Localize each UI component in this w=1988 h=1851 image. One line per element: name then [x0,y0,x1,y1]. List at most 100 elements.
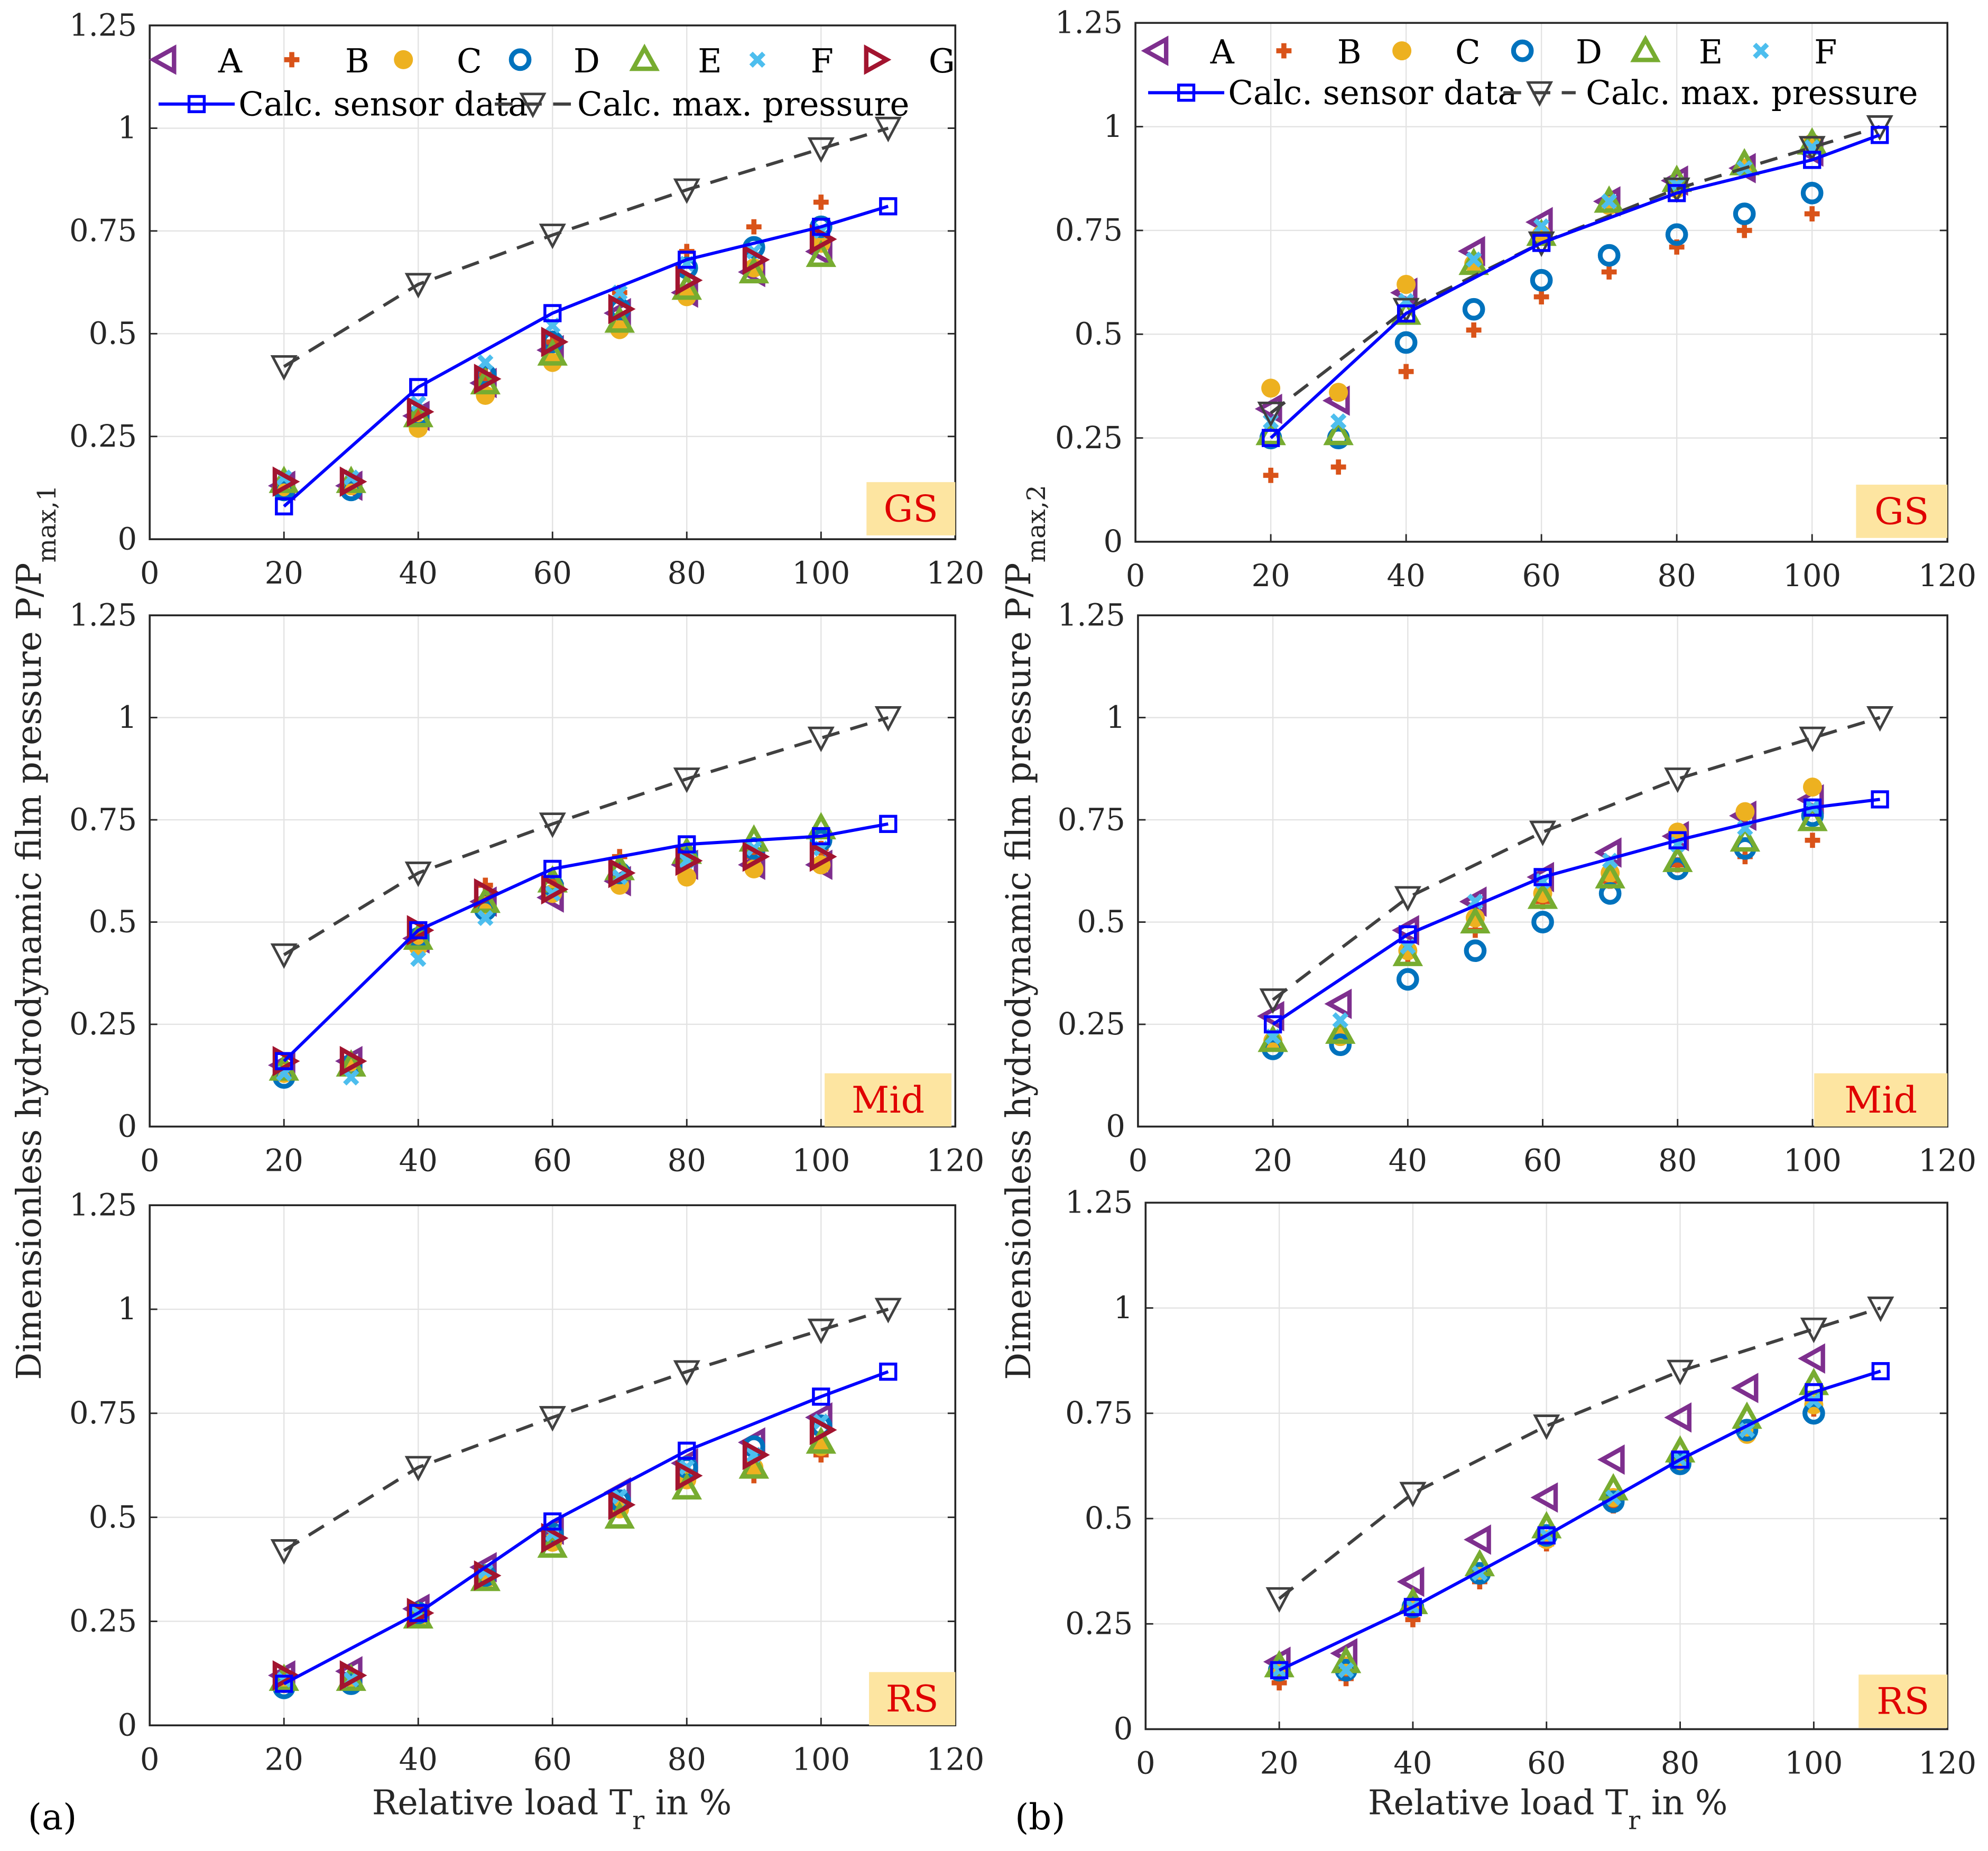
sensor-point [678,251,696,269]
point-A [1664,1402,1692,1433]
sensor-line [283,205,889,508]
series-B [1263,206,1820,483]
point-G [406,1597,434,1628]
x-axis-label-main: Relative load T [1368,1783,1628,1822]
sensor-line [283,822,889,1062]
x-tick-label: 60 [533,556,572,591]
x-tick-label: 40 [1386,558,1425,594]
series-G [272,841,837,1077]
region-tag: RS [886,1678,939,1720]
max-pressure-point [1799,726,1826,753]
x-tick-label: 80 [1658,558,1696,594]
point-D [1802,1402,1825,1425]
y-tick-label: 0.25 [1065,1606,1133,1641]
y-tick-label: 0.25 [69,1604,137,1639]
max-pressure-point [539,1406,566,1432]
point-G [675,845,703,876]
point-E [1595,861,1625,889]
y-tick-label: 0 [118,1109,137,1144]
y-tick-label: 0 [118,521,137,557]
x-tick-label: 20 [1260,1745,1298,1781]
legend-label-max: Calc. max. pressure [1586,73,1918,112]
max-pressure-line [1272,716,1881,1001]
y-axis-label: Dimensionless hydrodynamic film pressure… [10,485,62,1380]
point-G [675,265,703,295]
point-F [1271,1662,1288,1679]
max-pressure-point [807,137,835,163]
point-D [1665,223,1688,246]
legend-marker-A [149,44,177,75]
legend-a: A B C D E F G Calc. sensor data Calc. max. press… [149,42,955,124]
x-tick-label: 80 [668,556,706,591]
sensor-point [1805,1383,1823,1402]
max-pressure-point [673,767,700,793]
point-E [1594,185,1624,213]
legend-label-A: A [218,42,243,80]
point-B [813,195,829,210]
x-tick-label: 120 [926,1143,984,1178]
point-C [1802,778,1822,797]
y-tick-label: 0.75 [69,1395,137,1431]
axes-box [149,24,957,540]
max-pressure-point [270,355,298,381]
sensor-point [812,217,830,236]
point-D [1464,939,1487,962]
sensor-point [409,1604,428,1622]
point-D [1597,244,1621,267]
max-pressure-point [1257,401,1284,428]
x-tick-label: 0 [1129,1143,1148,1178]
y-tick-label: 0.5 [1077,904,1125,940]
axes-box [1137,614,1948,1128]
legend-label-B: B [1337,33,1362,71]
x-tick-label: 60 [1527,1745,1566,1781]
point-F [410,950,427,967]
legend-marker-E [1630,34,1661,62]
sensor-line [283,1370,889,1686]
sensor-point [1668,831,1687,849]
point-D [1531,911,1554,933]
x-tick-label: 100 [1783,558,1841,594]
x-tick-label: 120 [926,1742,984,1777]
point-F [477,354,494,371]
max-pressure-point [404,862,432,887]
max-pressure-line [283,126,889,368]
subfigure-label: (a) [28,1797,77,1838]
x-tick-label: 60 [1523,1143,1562,1178]
x-tick-label: 40 [1389,1143,1427,1178]
point-E [806,239,837,267]
x-tick-label: 100 [1783,1143,1842,1178]
x-tick-label: 20 [1253,1143,1292,1178]
x-tick-label: 20 [1251,558,1290,594]
max-pressure-point [874,1298,902,1324]
sensor-point [812,827,830,846]
x-tick-label: 40 [1393,1745,1432,1781]
sensor-point [1532,234,1551,252]
sensor-point [1871,126,1889,144]
region-tag: Mid [1844,1079,1917,1122]
max-pressure-point [1528,231,1555,257]
max-pressure-point [1867,1297,1894,1322]
sensor-point [1397,304,1416,323]
x-axis-label-sub: r [632,1806,644,1835]
point-G [541,874,569,905]
legend-label-F: F [811,42,834,80]
x-tick-label: 40 [399,1742,438,1777]
x-tick-label: 120 [1918,1143,1976,1178]
point-G [608,293,636,325]
panel-b-gs: 0 20 40 60 80 100 120 0 0.25 0.5 0.75 1 1.25 GS [1055,5,1976,594]
point-G [608,857,636,889]
y-tick-label: 0 [1114,1711,1133,1747]
max-pressure-point [1399,1482,1427,1507]
point-C [1397,275,1416,294]
max-pressure-point [404,273,432,299]
point-E [1392,939,1423,966]
sensor-point [879,197,898,216]
legend-label-F: F [1814,33,1837,71]
point-G [809,1414,837,1446]
point-B [1330,459,1346,475]
point-G [608,1489,636,1520]
legend-marker-C [394,50,413,69]
max-pressure-line [283,1308,889,1552]
sensor-point [1261,429,1280,447]
